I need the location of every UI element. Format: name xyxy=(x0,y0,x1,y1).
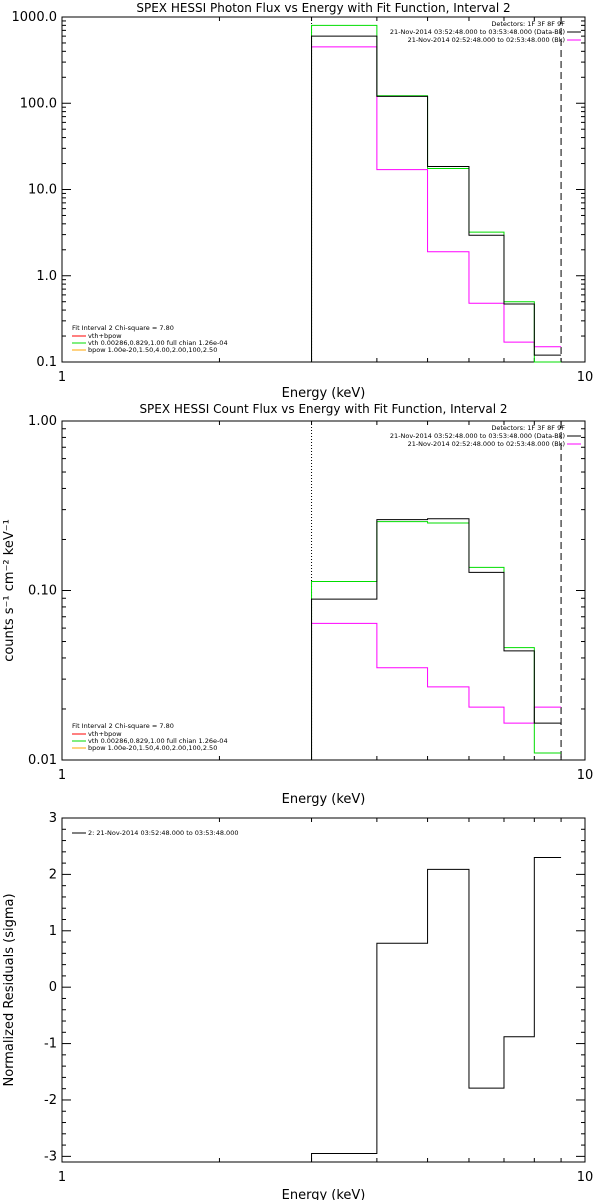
y-tick-label: 1 xyxy=(49,924,57,939)
y-tick-label: 1000.0 xyxy=(12,10,58,25)
x-tick-label: 1 xyxy=(58,370,66,385)
legend-detectors: Detectors: 1F 3F 8F 9F xyxy=(491,424,565,432)
y-tick-label: 3 xyxy=(49,811,57,826)
y-tick-label: 0.01 xyxy=(28,753,57,768)
x-tick-label: 1 xyxy=(58,768,66,783)
legend-fit-text: vth+bpow xyxy=(88,730,122,738)
y-axis-label: Normalized Residuals (sigma) xyxy=(2,893,17,1086)
series-step-line-3 xyxy=(311,35,562,362)
y-tick-label: 100.0 xyxy=(20,96,57,111)
x-axis-label: Energy (keV) xyxy=(282,792,366,807)
series-step-line-1 xyxy=(311,46,562,362)
legend-entry-text: 21-Nov-2014 02:52:48.000 to 02:53:48.000… xyxy=(408,440,565,448)
series-step-line-1 xyxy=(311,856,562,1162)
y-tick-label: 1.00 xyxy=(28,414,57,429)
y-tick-label: 0 xyxy=(49,980,57,995)
y-tick-label: 1.0 xyxy=(36,269,57,284)
y-tick-label: 0.10 xyxy=(28,584,57,599)
y-tick-label: -1 xyxy=(44,1037,57,1052)
y-axis-label: counts s⁻¹ cm⁻² keV⁻¹ xyxy=(2,519,17,662)
chart-panel-1: SPEX HESSI Photon Flux vs Energy with Fi… xyxy=(12,1,594,401)
series-step-line-2 xyxy=(311,521,562,760)
legend-fit-text: vth+bpow xyxy=(88,332,122,340)
legend-detectors: Detectors: 1F 3F 8F 9F xyxy=(491,20,565,28)
chart-title: SPEX HESSI Photon Flux vs Energy with Fi… xyxy=(136,1,510,15)
y-tick-label: -2 xyxy=(44,1093,57,1108)
plot-frame xyxy=(61,817,586,1163)
legend-entry-text: 21-Nov-2014 02:52:48.000 to 02:53:48.000… xyxy=(408,36,565,44)
chart-panel-3: -3 -2 -1 0 1 2 3 1 10 Energy (keV) Normalized Resi… xyxy=(2,811,593,1200)
legend-residual-text: 2: 21-Nov-2014 03:52:48.000 to 03:53:48.… xyxy=(88,829,238,837)
x-axis-label: Energy (keV) xyxy=(282,386,366,401)
chart-panel-2: SPEX HESSI Count Flux vs Energy with Fit… xyxy=(2,402,593,807)
plot-frame xyxy=(61,420,586,761)
y-tick-label: 2 xyxy=(49,867,57,882)
legend-fit-text: bpow 1.00e-20,1.50,4.00,2.00,100,2.50 xyxy=(88,346,217,354)
x-tick-label: 10 xyxy=(577,768,594,783)
y-tick-label: 0.1 xyxy=(36,355,57,370)
series-step-line-2 xyxy=(311,24,562,363)
legend-fit-text: bpow 1.00e-20,1.50,4.00,2.00,100,2.50 xyxy=(88,744,217,752)
legend-entry-text: 21-Nov-2014 03:52:48.000 to 03:53:48.000… xyxy=(390,432,565,440)
y-tick-label: -3 xyxy=(44,1149,57,1164)
series-step-line-1 xyxy=(311,622,562,760)
x-tick-label: 10 xyxy=(577,1170,594,1185)
legend-fit-header: Fit Interval 2 Chi-square = 7.80 xyxy=(72,324,174,332)
x-tick-label: 10 xyxy=(577,370,594,385)
legend-entry-text: 21-Nov-2014 03:52:48.000 to 03:53:48.000… xyxy=(390,28,565,36)
legend-fit-header: Fit Interval 2 Chi-square = 7.80 xyxy=(72,722,174,730)
chart-title: SPEX HESSI Count Flux vs Energy with Fit… xyxy=(139,402,507,416)
legend-fit-text: vth 0.00286,0.829,1.00 full chian 1.26e-… xyxy=(88,737,228,745)
plot-frame xyxy=(61,16,586,363)
legend-fit-text: vth 0.00286,0.829,1.00 full chian 1.26e-… xyxy=(88,339,228,347)
y-tick-label: 10.0 xyxy=(28,183,57,198)
x-axis-label: Energy (keV) xyxy=(282,1188,366,1200)
series-step-line-3 xyxy=(311,518,562,760)
x-tick-label: 1 xyxy=(58,1170,66,1185)
